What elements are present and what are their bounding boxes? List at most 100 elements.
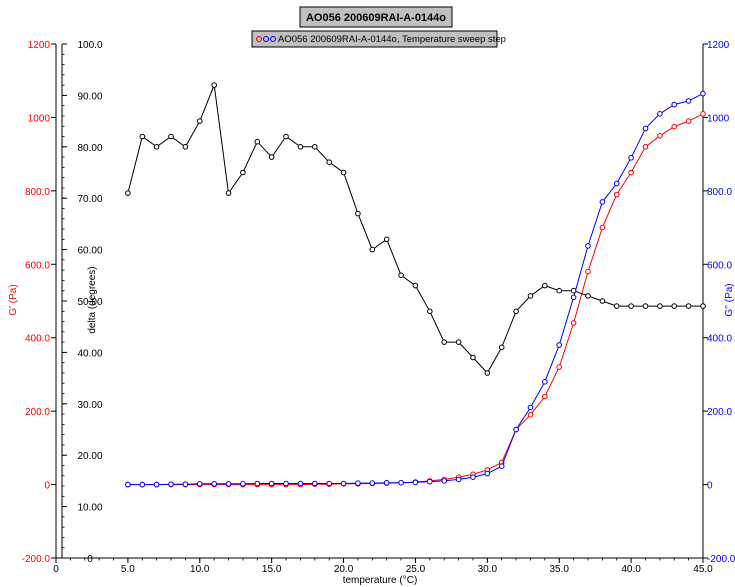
series-point: [527, 293, 534, 299]
legend-marker-gdoubleprime: [263, 36, 269, 42]
series-point: [369, 246, 376, 253]
series-point: [240, 481, 246, 487]
y-delta-tick-label: 50.00: [77, 297, 102, 308]
series-point: [570, 320, 577, 326]
series-point: [268, 480, 275, 487]
x-tick-label: 0: [53, 564, 59, 575]
y-left-tick-label: 1200: [28, 40, 51, 51]
series-point: [168, 133, 174, 140]
y-right-tick-label: -200.0: [707, 554, 735, 565]
series-point: [455, 476, 462, 483]
series-point: [642, 125, 649, 132]
series-point: [283, 480, 289, 487]
series-point: [153, 144, 160, 150]
series-line: [127, 83, 703, 374]
series-point: [570, 294, 577, 301]
series-delta: [125, 82, 706, 376]
series-point: [570, 287, 577, 294]
y-right-tick-label: 800.0: [707, 187, 732, 198]
series-point: [455, 339, 462, 345]
series-point: [197, 481, 203, 487]
series-point: [599, 224, 606, 231]
series-point: [671, 101, 678, 108]
series-point: [441, 478, 448, 484]
series-point: [657, 303, 663, 309]
series-point: [383, 236, 390, 243]
series-point: [585, 243, 591, 249]
series-point: [685, 118, 692, 124]
series-point: [182, 481, 189, 488]
series-point: [700, 90, 706, 97]
chart-axes: 0 5.0 10.0 15.0 20.0 25.0 30.0 35.0 40.0 45.0-200…: [22, 40, 735, 575]
series-point: [527, 404, 534, 411]
series-point: [125, 190, 131, 196]
x-tick-label: 40.0: [621, 564, 641, 575]
series-point: [412, 282, 419, 289]
series-point: [642, 303, 649, 309]
series-point: [671, 303, 678, 309]
y-left-axis-title: G' (Pa): [8, 284, 19, 315]
series-point: [542, 393, 548, 400]
series-point: [326, 159, 333, 165]
series-point: [685, 303, 692, 309]
series-point: [254, 480, 261, 487]
series-point: [182, 144, 189, 150]
y-right-tick-label: 1000: [707, 113, 730, 124]
series-point: [168, 481, 174, 488]
x-tick-label: 30.0: [478, 564, 498, 575]
y-left-tick-label: 400.0: [25, 334, 50, 345]
series-point: [556, 342, 563, 348]
x-tick-label: 45.0: [693, 564, 713, 575]
y-delta-tick-label: 70.00: [77, 194, 102, 205]
y-right-axis-title: G'' (Pa): [724, 283, 735, 316]
y-delta-axis-title: delta (degrees): [87, 266, 98, 333]
legend-label: AO056 200609RAI-A-0144o, Temperature swe…: [278, 34, 506, 45]
y-right-tick-label: 200.0: [707, 407, 732, 418]
series-point: [412, 479, 419, 486]
series-point: [398, 272, 404, 279]
x-tick-label: 25.0: [406, 564, 426, 575]
series-point: [355, 210, 361, 217]
series-point: [498, 463, 505, 470]
series-point: [254, 138, 261, 145]
series-point: [556, 287, 563, 294]
series-point: [484, 370, 491, 376]
series-point: [484, 470, 491, 477]
series-point: [326, 480, 333, 487]
series-point: [700, 303, 706, 309]
series-point: [340, 169, 347, 176]
series-point: [513, 426, 519, 433]
series-point: [585, 293, 591, 299]
chart-series-layer: [125, 82, 706, 488]
chart-title: AO056 200609RAI-A-0144o: [306, 12, 446, 24]
series-point: [312, 480, 318, 487]
series-point: [427, 308, 433, 315]
series-point: [599, 298, 606, 304]
y-delta-tick-label: 10.00: [77, 503, 102, 514]
y-left-tick-label: 0: [44, 481, 50, 492]
series-point: [613, 303, 620, 309]
series-point: [125, 481, 131, 488]
x-tick-label: 10.0: [190, 564, 210, 575]
series-point: [642, 144, 649, 150]
legend-marker-group: [256, 36, 276, 42]
x-tick-label: 15.0: [262, 564, 282, 575]
series-point: [211, 82, 217, 88]
series-point: [657, 111, 663, 117]
series-point: [297, 480, 304, 487]
series-point: [268, 154, 275, 160]
series-point: [470, 474, 476, 481]
series-point: [211, 481, 217, 487]
y-right-tick-label: 0: [707, 481, 713, 492]
series-point: [139, 481, 146, 488]
series-point: [398, 479, 404, 486]
y-delta-tick-label: 30.00: [77, 400, 102, 411]
y-left-tick-label: 1000: [28, 113, 51, 124]
series-point: [312, 144, 318, 150]
series-point: [628, 155, 634, 161]
y-right-tick-label: 600.0: [707, 260, 732, 271]
series-point: [369, 480, 376, 486]
y-delta-tick-label: 20.00: [77, 451, 102, 462]
x-tick-label: 35.0: [549, 564, 569, 575]
y-delta-tick-label: 0: [87, 554, 93, 565]
